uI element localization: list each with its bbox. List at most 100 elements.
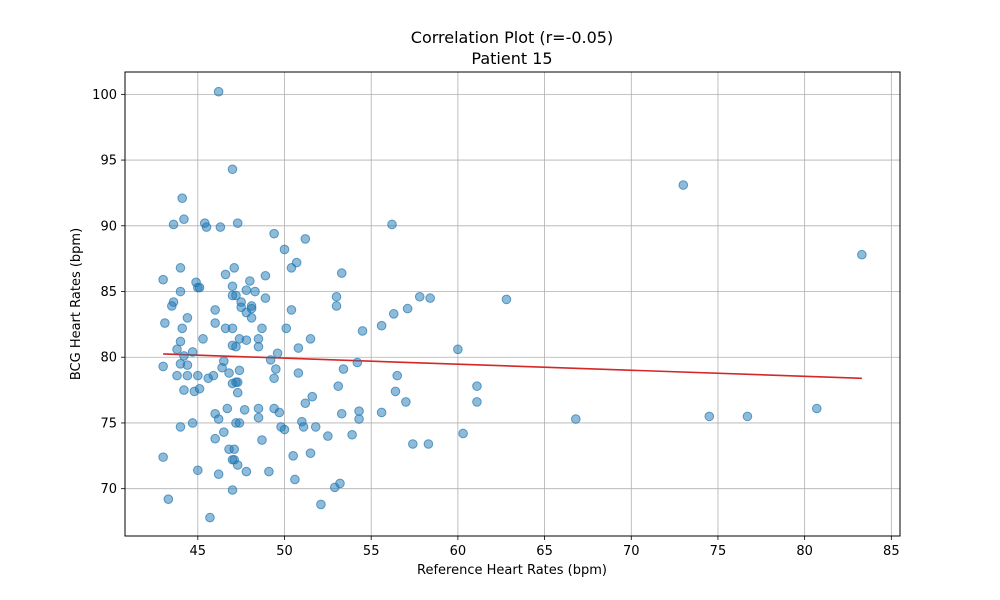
y-tick-label: 90	[100, 219, 117, 234]
data-point	[241, 335, 252, 345]
data-point	[293, 368, 304, 378]
data-point	[704, 411, 715, 422]
data-point	[179, 351, 189, 361]
data-point	[425, 293, 435, 303]
data-point	[160, 318, 170, 328]
data-point	[187, 347, 198, 357]
data-point	[213, 469, 224, 480]
y-tick-label: 85	[100, 285, 117, 300]
data-point	[163, 494, 174, 504]
data-point	[217, 362, 227, 373]
data-point	[229, 263, 240, 273]
data-point	[246, 303, 257, 314]
data-points	[158, 86, 867, 523]
data-point	[194, 282, 205, 293]
data-point	[219, 427, 229, 437]
data-point	[227, 164, 238, 175]
data-point	[264, 466, 274, 477]
data-point	[210, 318, 220, 328]
chart-title: Correlation Plot (r=-0.05)	[411, 28, 613, 47]
data-point	[290, 474, 300, 485]
data-point	[570, 414, 581, 424]
data-point	[392, 370, 403, 381]
regression-line	[163, 353, 862, 380]
data-point	[408, 439, 418, 449]
data-point	[182, 360, 193, 370]
data-point	[260, 270, 271, 281]
data-point	[265, 355, 276, 365]
data-point	[316, 499, 326, 510]
data-point	[224, 368, 234, 378]
data-point	[281, 323, 292, 334]
data-point	[376, 320, 387, 331]
data-point	[227, 281, 238, 292]
data-point	[250, 286, 260, 297]
data-point	[232, 460, 243, 470]
data-point	[193, 370, 203, 381]
data-point	[193, 465, 203, 476]
y-tick-label: 75	[100, 416, 117, 431]
y-tick-label: 100	[92, 88, 117, 103]
fit-line-layer	[163, 353, 862, 380]
data-point	[307, 391, 318, 402]
data-point	[323, 431, 333, 441]
data-point	[158, 452, 168, 462]
data-point	[338, 364, 349, 374]
data-point	[253, 341, 264, 352]
data-point	[288, 451, 298, 461]
data-point	[260, 293, 271, 303]
data-point	[269, 228, 279, 239]
x-tick-label: 80	[796, 544, 813, 559]
data-point	[220, 269, 231, 280]
axis-ticks: 45 50 55 60 65 70 75 80 85 70 75 80 85 90 95 100	[92, 88, 899, 559]
data-point	[253, 403, 264, 414]
data-point	[376, 407, 387, 418]
data-point	[232, 377, 243, 388]
y-tick-label: 95	[100, 154, 117, 169]
data-point	[210, 433, 220, 444]
y-axis-label: BCG Heart Rates (bpm)	[69, 228, 84, 380]
data-point	[414, 291, 425, 302]
data-point	[347, 429, 357, 440]
data-point	[239, 405, 250, 415]
data-point	[269, 373, 279, 384]
data-point	[179, 385, 189, 395]
x-tick-label: 50	[276, 544, 293, 559]
data-point	[253, 412, 264, 423]
x-tick-label: 75	[710, 544, 727, 559]
data-point	[401, 397, 411, 407]
data-point	[279, 244, 290, 255]
data-point	[387, 219, 397, 230]
data-point	[336, 408, 347, 419]
data-point	[205, 512, 215, 523]
data-point	[208, 370, 219, 381]
data-point	[227, 485, 238, 495]
data-point	[158, 361, 168, 372]
data-point	[678, 180, 689, 190]
data-point	[293, 343, 304, 353]
data-point	[390, 386, 401, 397]
data-point	[241, 466, 252, 477]
x-tick-label: 70	[623, 544, 640, 559]
x-tick-label: 45	[190, 544, 207, 559]
data-point	[331, 301, 342, 311]
data-point	[172, 370, 182, 381]
data-point	[257, 435, 267, 445]
data-point	[271, 364, 281, 374]
y-tick-label: 70	[100, 482, 117, 497]
data-point	[187, 418, 198, 428]
data-point	[201, 222, 212, 232]
data-point	[857, 249, 867, 260]
data-point	[210, 305, 220, 315]
data-point	[168, 219, 179, 230]
data-point	[172, 344, 182, 355]
data-point	[305, 334, 316, 344]
data-point	[279, 424, 290, 435]
data-point	[168, 297, 179, 307]
data-point	[501, 294, 512, 305]
x-tick-label: 60	[450, 544, 467, 559]
data-point	[198, 334, 208, 344]
x-axis-label: Reference Heart Rates (bpm)	[417, 563, 607, 578]
data-point	[234, 418, 245, 428]
